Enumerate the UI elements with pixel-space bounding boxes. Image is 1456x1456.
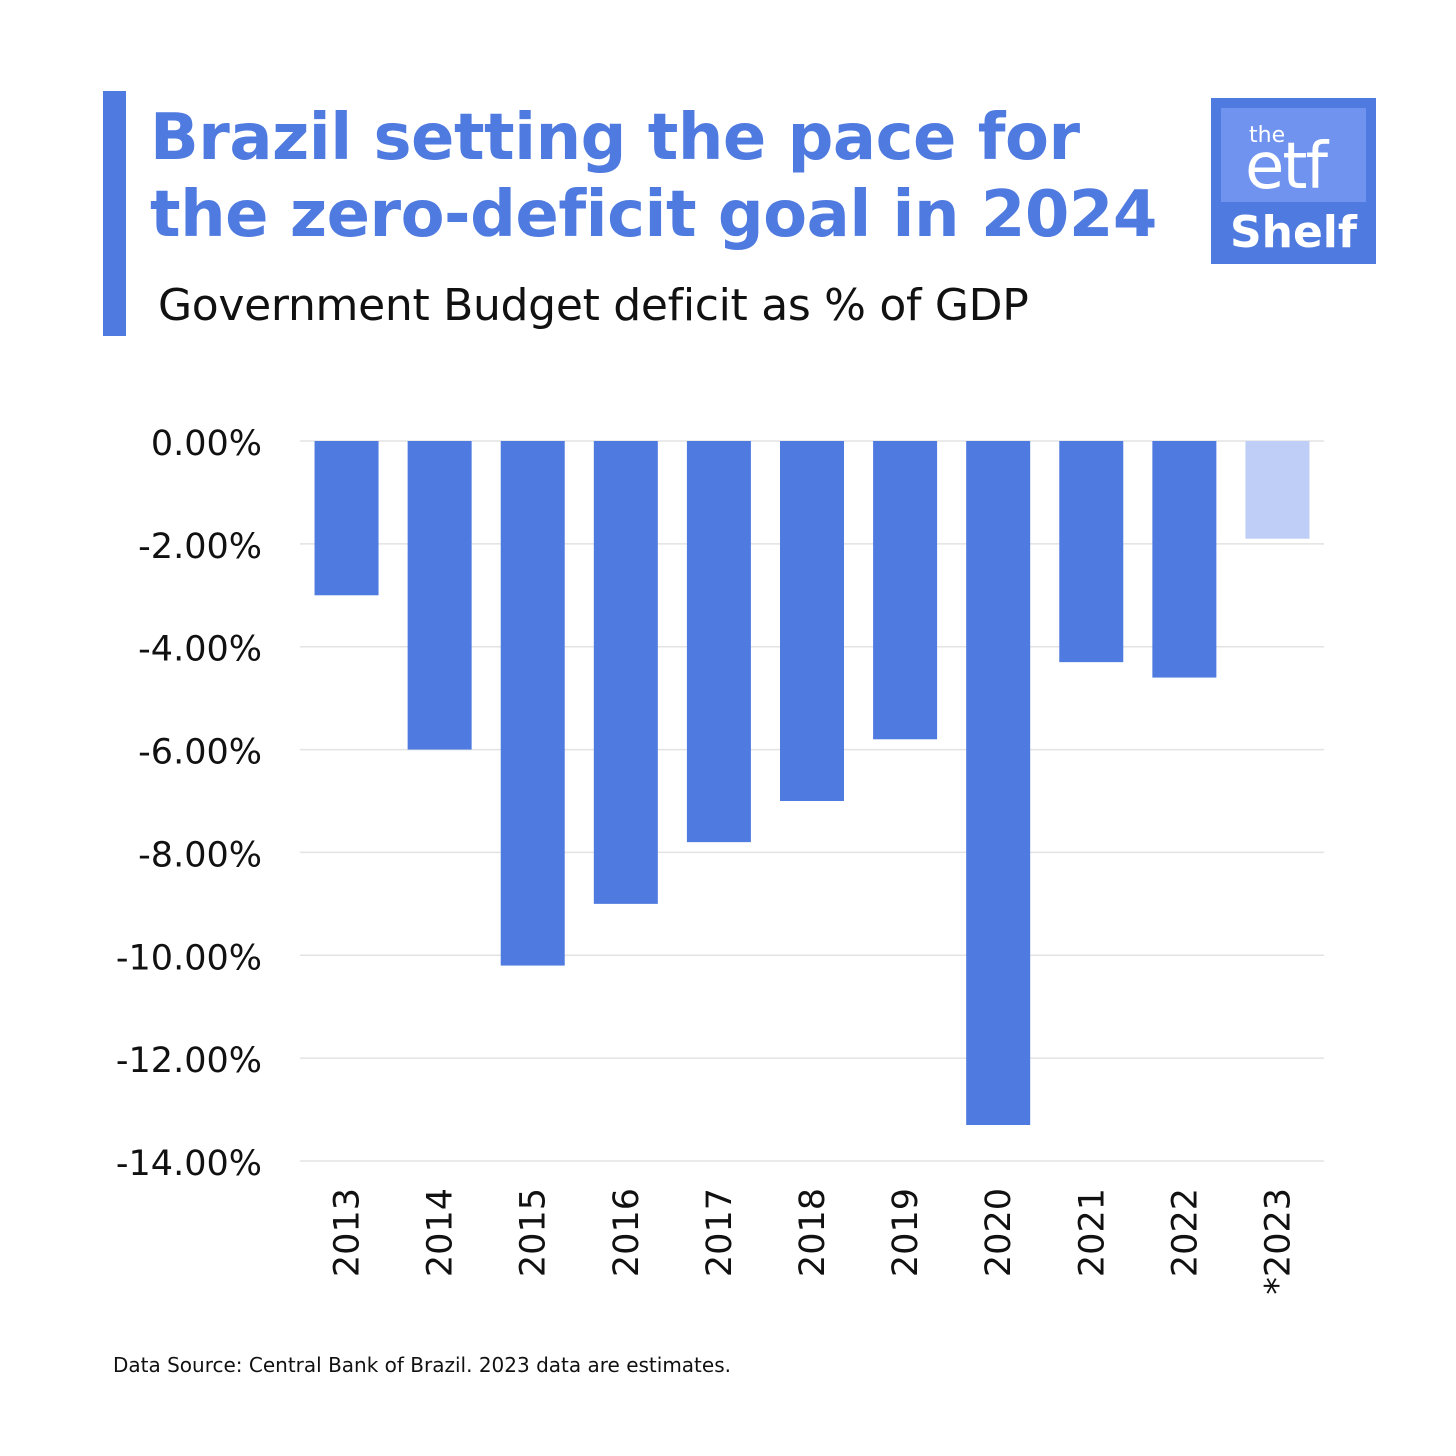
x-tick-label: 2013 bbox=[328, 1188, 368, 1277]
chart-title-line-2: the zero-deficit goal in 2024 bbox=[150, 178, 1157, 252]
x-tick-label: *2023 bbox=[1258, 1188, 1298, 1295]
bar-2013 bbox=[314, 441, 379, 596]
bar-2015 bbox=[500, 441, 565, 966]
y-tick-label: -12.00% bbox=[116, 1041, 262, 1081]
title-accent-bar bbox=[103, 91, 126, 336]
logo-word-shelf: Shelf bbox=[1221, 202, 1366, 264]
x-tick-label: 2016 bbox=[607, 1188, 647, 1277]
x-tick-label: 2020 bbox=[979, 1188, 1019, 1277]
y-tick-label: -14.00% bbox=[116, 1144, 262, 1184]
y-tick-label: -2.00% bbox=[138, 527, 262, 567]
x-tick-label: 2017 bbox=[700, 1188, 740, 1277]
logo-word-the: the bbox=[1249, 123, 1286, 148]
data-source-note: Data Source: Central Bank of Brazil. 202… bbox=[113, 1353, 731, 1377]
chart-subtitle: Government Budget deficit as % of GDP bbox=[158, 280, 1029, 331]
logo-inner-panel: the etf Shelf bbox=[1221, 108, 1366, 264]
x-tick-label: 2019 bbox=[886, 1188, 926, 1277]
y-tick-label: -4.00% bbox=[138, 630, 262, 670]
chart-title: Brazil setting the pace for the zero-def… bbox=[150, 100, 1157, 254]
bars bbox=[314, 441, 1310, 1125]
logo-word-etf: etf bbox=[1245, 130, 1328, 204]
x-axis-tick-labels: 2013 2014 2015 2016 2017 2018 2019 2020 2021 2022… bbox=[328, 1188, 1299, 1295]
x-tick-label: 2021 bbox=[1072, 1188, 1112, 1277]
y-axis-tick-labels: 0.00% -2.00% -4.00% -6.00% -8.00% -10.00% -12.… bbox=[116, 424, 262, 1184]
bar-2022 bbox=[1152, 441, 1217, 678]
bar-2020 bbox=[966, 441, 1031, 1125]
x-tick-label: 2018 bbox=[793, 1188, 833, 1277]
etf-shelf-logo: the etf Shelf bbox=[1211, 98, 1376, 264]
x-tick-label: 2015 bbox=[514, 1188, 554, 1277]
y-tick-label: -6.00% bbox=[138, 733, 262, 773]
bar-2018 bbox=[780, 441, 844, 801]
bar-2019 bbox=[873, 441, 938, 740]
x-tick-label: 2022 bbox=[1165, 1188, 1205, 1277]
x-tick-label: 2014 bbox=[421, 1188, 461, 1277]
bar-2016 bbox=[593, 441, 658, 904]
y-tick-label: -8.00% bbox=[138, 835, 262, 875]
y-tick-label: -10.00% bbox=[116, 938, 262, 978]
bar-2021 bbox=[1059, 441, 1124, 663]
bar-est-2023 bbox=[1245, 441, 1310, 539]
y-tick-label: 0.00% bbox=[151, 424, 262, 464]
bar-2014 bbox=[407, 441, 472, 750]
bar-2017 bbox=[686, 441, 751, 843]
chart-title-line-1: Brazil setting the pace for bbox=[150, 101, 1080, 175]
